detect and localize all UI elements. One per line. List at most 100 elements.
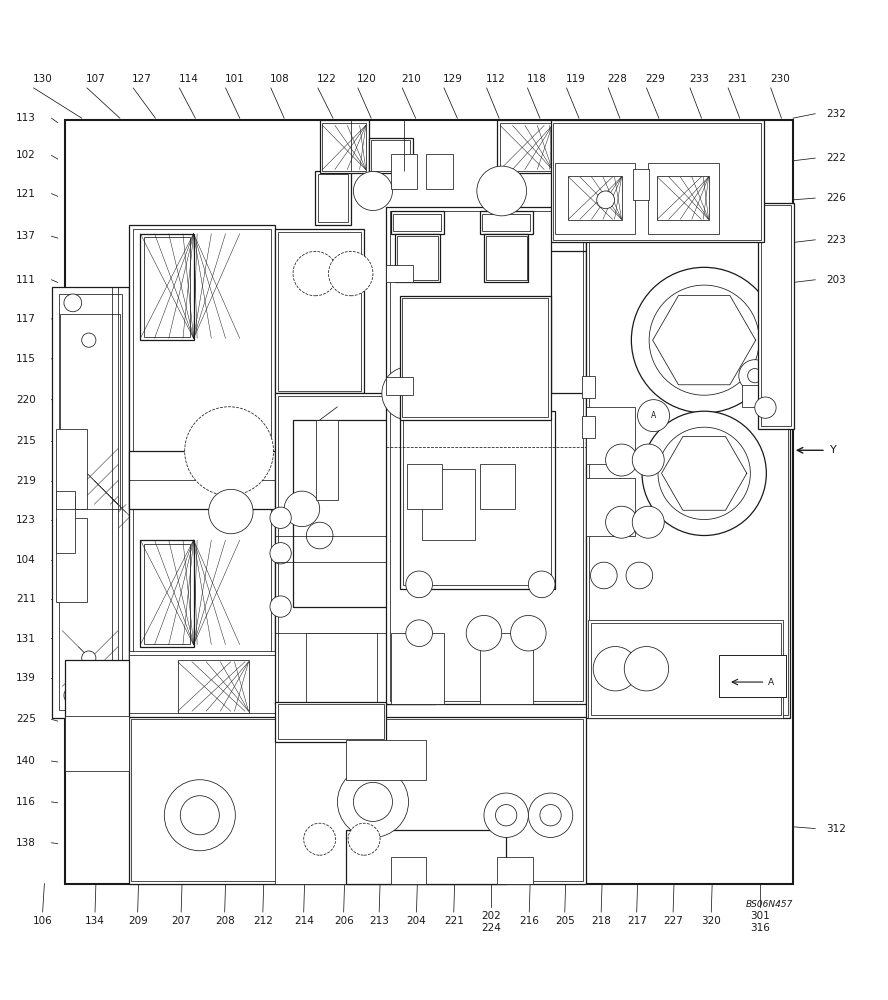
- Text: 301: 301: [750, 911, 770, 921]
- Bar: [391, 211, 444, 234]
- Circle shape: [624, 647, 669, 691]
- Text: 205: 205: [555, 916, 575, 926]
- Text: 130: 130: [33, 74, 52, 84]
- Bar: [56, 491, 75, 509]
- Bar: [497, 857, 533, 884]
- Text: 129: 129: [443, 74, 463, 84]
- Bar: [480, 633, 533, 704]
- Bar: [391, 857, 426, 884]
- Text: 206: 206: [334, 916, 353, 926]
- Circle shape: [284, 491, 320, 527]
- Bar: [395, 234, 440, 282]
- Bar: [386, 265, 413, 282]
- Circle shape: [462, 322, 551, 411]
- Text: 228: 228: [607, 74, 627, 84]
- Text: 220: 220: [16, 395, 36, 405]
- Text: 202: 202: [481, 911, 501, 921]
- Circle shape: [642, 411, 766, 536]
- Circle shape: [466, 615, 502, 651]
- Bar: [131, 719, 583, 881]
- Text: 210: 210: [401, 74, 421, 84]
- Circle shape: [293, 251, 337, 296]
- Bar: [553, 123, 761, 240]
- Circle shape: [632, 444, 664, 476]
- Bar: [482, 214, 530, 231]
- Circle shape: [306, 522, 333, 549]
- Text: 209: 209: [128, 916, 147, 926]
- Bar: [582, 376, 595, 398]
- Text: 111: 111: [16, 275, 36, 285]
- Bar: [393, 214, 441, 231]
- Bar: [397, 236, 438, 280]
- Bar: [275, 229, 364, 393]
- Circle shape: [82, 333, 96, 347]
- Circle shape: [164, 780, 235, 851]
- Bar: [318, 174, 348, 222]
- Circle shape: [329, 251, 373, 296]
- Bar: [633, 169, 649, 200]
- Text: 120: 120: [357, 74, 377, 84]
- Bar: [129, 655, 275, 713]
- Bar: [140, 540, 194, 647]
- Circle shape: [382, 367, 435, 420]
- Circle shape: [64, 686, 82, 704]
- Bar: [657, 176, 709, 220]
- Text: 137: 137: [16, 231, 36, 241]
- Bar: [369, 138, 413, 173]
- Text: A: A: [768, 678, 774, 687]
- Text: 216: 216: [519, 916, 539, 926]
- Text: 138: 138: [16, 838, 36, 848]
- Bar: [56, 429, 87, 509]
- Bar: [400, 296, 551, 420]
- Bar: [293, 420, 422, 607]
- Circle shape: [270, 507, 291, 528]
- Circle shape: [270, 596, 291, 617]
- Bar: [742, 385, 787, 407]
- Bar: [568, 176, 622, 220]
- Text: 116: 116: [16, 797, 36, 807]
- Bar: [278, 704, 384, 739]
- Text: 223: 223: [826, 235, 845, 245]
- Text: 232: 232: [826, 109, 845, 119]
- Text: 108: 108: [270, 74, 289, 84]
- Bar: [315, 171, 351, 225]
- Bar: [589, 223, 788, 715]
- Bar: [400, 411, 555, 589]
- Text: BS06N457: BS06N457: [746, 900, 793, 909]
- Text: 117: 117: [16, 314, 36, 324]
- Bar: [129, 225, 275, 718]
- Circle shape: [353, 171, 392, 211]
- Bar: [316, 420, 338, 500]
- Text: 212: 212: [253, 916, 273, 926]
- Text: 121: 121: [16, 189, 36, 199]
- Text: 204: 204: [407, 916, 426, 926]
- Text: 320: 320: [702, 916, 721, 926]
- Bar: [129, 651, 275, 718]
- Text: 217: 217: [627, 916, 646, 926]
- Bar: [322, 123, 366, 171]
- Text: 316: 316: [750, 923, 770, 933]
- Text: 131: 131: [16, 634, 36, 644]
- Bar: [758, 203, 794, 429]
- Bar: [56, 518, 87, 602]
- Text: A: A: [651, 411, 656, 420]
- Text: 127: 127: [132, 74, 152, 84]
- Bar: [555, 163, 635, 234]
- Bar: [761, 205, 791, 426]
- Text: 123: 123: [16, 515, 36, 525]
- Text: 215: 215: [16, 436, 36, 446]
- Text: 224: 224: [481, 923, 501, 933]
- Bar: [59, 294, 122, 710]
- Bar: [371, 140, 410, 171]
- Circle shape: [755, 397, 776, 418]
- Text: 214: 214: [294, 916, 313, 926]
- Bar: [500, 123, 552, 171]
- Bar: [275, 717, 386, 884]
- Text: 208: 208: [215, 916, 234, 926]
- Circle shape: [626, 562, 653, 589]
- Bar: [426, 154, 453, 189]
- Text: 233: 233: [689, 74, 709, 84]
- Text: 225: 225: [16, 714, 36, 724]
- Bar: [422, 469, 475, 540]
- Bar: [497, 120, 555, 173]
